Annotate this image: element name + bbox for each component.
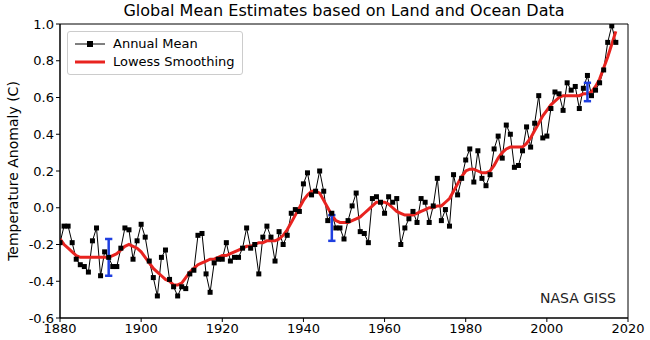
html-text:Temperature Anomaly (C): Temperature Anomaly (C) — [5, 81, 21, 261]
svg-text:1960: 1960 — [368, 321, 401, 336]
html-text:Global Mean Estimates based on: Global Mean Estimates based on Land and … — [123, 1, 565, 20]
svg-text:1900: 1900 — [125, 321, 158, 336]
html-text:NASA GISS: NASA GISS — [540, 290, 616, 306]
svg-text:1920: 1920 — [206, 321, 239, 336]
svg-text:0.8: 0.8 — [33, 53, 54, 68]
svg-text:0.2: 0.2 — [33, 164, 54, 179]
svg-text:-0.4: -0.4 — [29, 274, 54, 289]
svg-text:1.0: 1.0 — [33, 17, 54, 32]
svg-text:1980: 1980 — [449, 321, 482, 336]
svg-text:0.6: 0.6 — [33, 90, 54, 105]
svg-text:2020: 2020 — [611, 321, 644, 336]
html-text:Annual Mean: Annual Mean — [113, 36, 198, 51]
svg-text:2000: 2000 — [530, 321, 563, 336]
svg-text:1880: 1880 — [43, 321, 77, 337]
html-text:Lowess Smoothing: Lowess Smoothing — [113, 54, 235, 69]
svg-text:-0.2: -0.2 — [29, 237, 54, 252]
svg-text:-0.6: -0.6 — [29, 311, 54, 326]
svg-text:1940: 1940 — [287, 321, 320, 336]
svg-text:0.0: 0.0 — [33, 200, 54, 215]
svg-text:0.4: 0.4 — [33, 127, 54, 142]
